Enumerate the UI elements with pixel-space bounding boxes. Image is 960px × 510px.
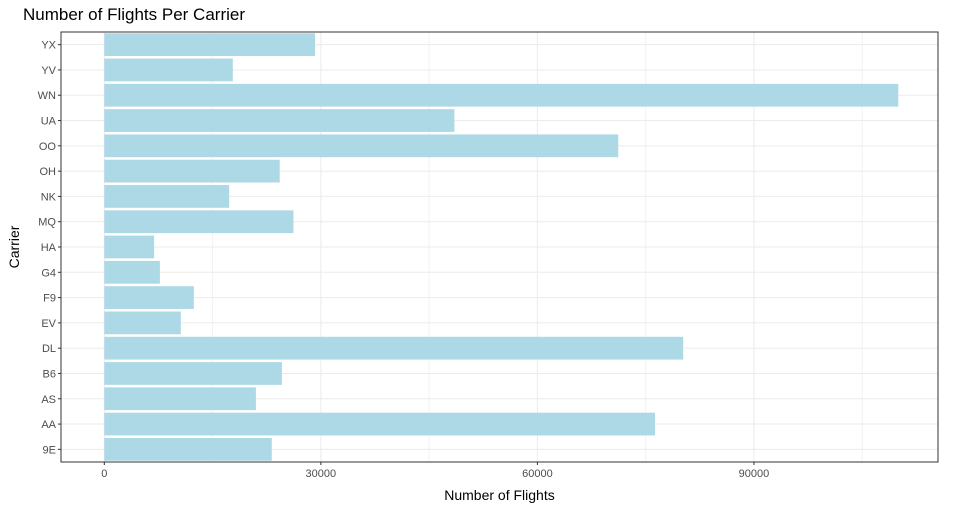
y-axis-title: Carrier — [6, 225, 22, 268]
y-tick-label: UA — [41, 116, 57, 128]
y-tick-label: WN — [38, 90, 56, 102]
x-tick-label: 60000 — [522, 468, 553, 480]
bar-ua — [104, 109, 455, 132]
bar-as — [104, 387, 256, 411]
y-tick-label: NK — [41, 191, 57, 203]
x-axis-title: Number of Flights — [444, 487, 554, 503]
chart-title: Number of Flights Per Carrier — [23, 5, 246, 24]
y-tick-label: AA — [41, 419, 56, 431]
bar-nk — [104, 185, 230, 208]
y-tick-label: OH — [40, 166, 57, 178]
y-tick-label: OO — [39, 141, 57, 153]
bar-wn — [104, 83, 899, 107]
y-tick-label: YX — [41, 40, 56, 52]
x-axis-ticks: 0 30000 60000 90000 — [101, 462, 769, 480]
bar-ha — [104, 235, 155, 259]
bar-yv — [104, 58, 233, 82]
y-tick-label: 9E — [43, 444, 56, 456]
y-tick-label: B6 — [43, 368, 56, 380]
y-tick-label: EV — [41, 318, 56, 330]
bar-g4 — [104, 260, 160, 284]
y-tick-label: YV — [41, 65, 56, 77]
bar-yx — [104, 33, 316, 57]
y-tick-label: G4 — [41, 267, 56, 279]
x-tick-label: 0 — [101, 468, 107, 480]
bar-9e — [104, 437, 272, 461]
bar-mq — [104, 210, 294, 234]
y-tick-label: HA — [41, 242, 57, 254]
y-tick-label: MQ — [38, 217, 56, 229]
bars — [104, 33, 899, 461]
bar-oo — [104, 134, 619, 158]
bar-ev — [104, 311, 181, 335]
y-axis-ticks: 9E AA AS B6 DL EV F9 G4 HA MQ NK OH OO UA WN YV YX — [38, 40, 61, 456]
bar-f9 — [104, 286, 194, 309]
bar-oh — [104, 159, 280, 183]
y-tick-label: DL — [42, 343, 56, 355]
bar-dl — [104, 336, 684, 360]
x-tick-label: 90000 — [739, 468, 770, 480]
bar-aa — [104, 412, 656, 436]
x-tick-label: 30000 — [306, 468, 337, 480]
y-tick-label: AS — [41, 394, 56, 406]
y-tick-label: F9 — [43, 293, 56, 305]
bar-b6 — [104, 362, 282, 385]
